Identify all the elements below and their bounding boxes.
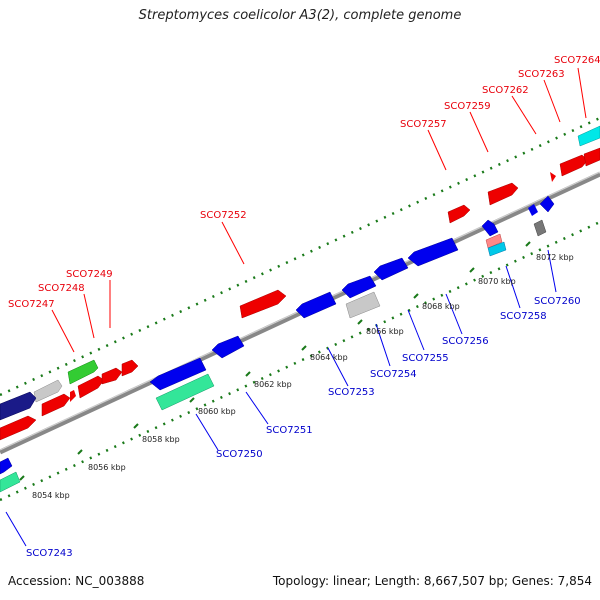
- accession-text: Accession: NC_003888: [8, 574, 145, 588]
- gene-arrow-reverse[interactable]: [295, 291, 337, 319]
- gene-arrow-forward[interactable]: [0, 415, 37, 441]
- gene-label-forward[interactable]: SCO7248: [38, 283, 85, 294]
- gene-arrow-pseudo[interactable]: [67, 359, 99, 385]
- gene-arrow-reverse[interactable]: [211, 335, 245, 359]
- reverse-gene-labels: SCO7243 SCO7250 SCO7251 SCO7253 SCO7254 …: [26, 296, 581, 559]
- gene-arrow-rna[interactable]: [577, 125, 600, 147]
- gene-arrow-pseudo[interactable]: [345, 291, 381, 319]
- gene-arrow-forward[interactable]: [70, 390, 76, 402]
- gene-label-reverse[interactable]: SCO7243: [26, 548, 73, 559]
- gene-label-reverse[interactable]: SCO7250: [216, 449, 263, 460]
- map-title: Streptomyces coelicolor A3(2), complete …: [138, 8, 462, 23]
- scale-label: 8070 kbp: [478, 277, 516, 286]
- topology-text: Topology: linear; Length: 8,667,507 bp; …: [272, 574, 592, 588]
- gene-arrow-reverse[interactable]: [481, 219, 499, 237]
- lower-tick-track: [0, 220, 600, 502]
- gene-label-forward[interactable]: SCO7264: [554, 55, 600, 66]
- scale-label: 8064 kbp: [310, 353, 348, 362]
- gene-label-reverse[interactable]: SCO7260: [534, 296, 581, 307]
- gene-arrow-forward[interactable]: [121, 359, 139, 377]
- gene-label-forward[interactable]: SCO7263: [518, 69, 565, 80]
- gene-label-forward[interactable]: SCO7257: [400, 119, 447, 130]
- gene-arrow-forward[interactable]: [41, 393, 71, 417]
- gene-label-forward[interactable]: SCO7247: [8, 299, 55, 310]
- gene-arrow-forward[interactable]: [487, 182, 519, 206]
- reverse-leader-lines: [5, 249, 557, 547]
- gene-label-reverse[interactable]: SCO7255: [402, 353, 449, 364]
- gene-label-reverse[interactable]: SCO7251: [266, 425, 313, 436]
- scale-label: 8058 kbp: [142, 435, 180, 444]
- scale-label: 8072 kbp: [536, 253, 574, 262]
- gene-label-reverse[interactable]: SCO7253: [328, 387, 375, 398]
- gene-label-forward[interactable]: SCO7262: [482, 85, 529, 96]
- gene-arrow-reverse[interactable]: [539, 195, 555, 213]
- gene-arrow-forward[interactable]: [447, 204, 471, 224]
- gene-arrow-reverse[interactable]: [0, 457, 13, 475]
- gene-label-reverse[interactable]: SCO7258: [500, 311, 547, 322]
- gene-label-reverse[interactable]: SCO7256: [442, 336, 489, 347]
- gene-arrow-reverse[interactable]: [407, 237, 459, 267]
- gene-label-forward[interactable]: SCO7249: [66, 269, 113, 280]
- gene-arrow-reverse[interactable]: [341, 275, 377, 299]
- scale-label: 8062 kbp: [254, 380, 292, 389]
- gene-arrow-forward[interactable]: [583, 147, 600, 167]
- gene-arrow-rna[interactable]: [155, 373, 215, 411]
- scale-ticks: [19, 241, 531, 481]
- gene-arrow-pseudo[interactable]: [533, 219, 547, 237]
- forward-gene-labels: SCO7247 SCO7248 SCO7249 SCO7252 SCO7257 …: [8, 55, 600, 310]
- scale-label: 8060 kbp: [198, 407, 236, 416]
- scale-label: 8056 kbp: [88, 463, 126, 472]
- gene-arrow-reverse[interactable]: [528, 204, 538, 216]
- gene-arrow-rna[interactable]: [485, 233, 503, 249]
- gene-arrow-rna[interactable]: [0, 471, 21, 493]
- scale-labels: 8054 kbp 8056 kbp 8058 kbp 8060 kbp 8062…: [32, 253, 574, 500]
- gene-arrow-rna[interactable]: [487, 241, 507, 257]
- gene-arrow-forward[interactable]: [559, 154, 589, 177]
- upper-tick-track: [0, 116, 600, 397]
- gene-arrow-forward[interactable]: [550, 172, 556, 182]
- reverse-genes: [0, 195, 555, 493]
- gene-arrow-reverse[interactable]: [149, 357, 207, 391]
- gene-arrow-forward[interactable]: [101, 367, 123, 385]
- scale-label: 8068 kbp: [422, 302, 460, 311]
- gene-arrow-other[interactable]: [0, 391, 37, 421]
- gene-label-forward[interactable]: SCO7259: [444, 101, 491, 112]
- gene-label-reverse[interactable]: SCO7254: [370, 369, 417, 380]
- gene-arrow-reverse[interactable]: [373, 257, 409, 281]
- forward-leader-lines: [51, 67, 587, 353]
- gene-arrow-forward[interactable]: [77, 375, 105, 399]
- forward-genes: [0, 125, 600, 441]
- gene-label-forward[interactable]: SCO7252: [200, 210, 247, 221]
- gene-arrow-forward[interactable]: [239, 289, 287, 319]
- scale-label: 8066 kbp: [366, 327, 404, 336]
- scale-label: 8054 kbp: [32, 491, 70, 500]
- gene-arrow-pseudo[interactable]: [33, 379, 63, 403]
